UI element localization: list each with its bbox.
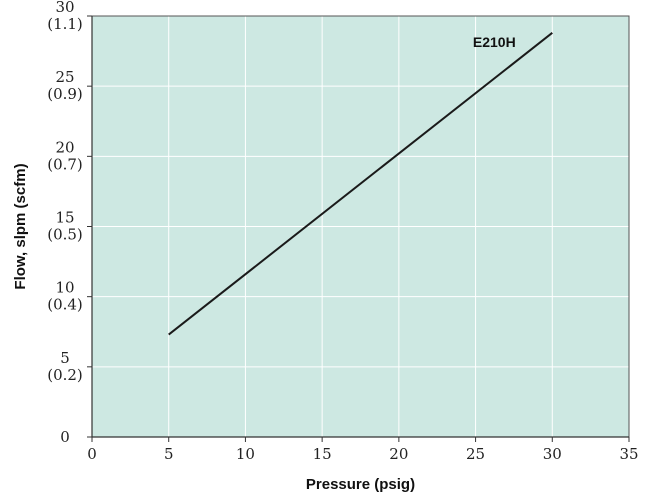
y-tick-label: 25 [55,68,74,86]
y-tick-label: 5 [60,349,70,367]
x-tick-label: 30 [543,445,562,463]
y-tick-sublabel: (0.9) [47,85,83,103]
x-tick-label: 15 [313,445,332,463]
y-tick-label: 0 [60,428,70,446]
x-tick-label: 35 [619,445,638,463]
series-line-e210h [168,32,553,336]
y-tick-sublabel: (0.5) [47,226,83,244]
y-tick-sublabel: (1.1) [47,15,83,33]
x-tick-label: 25 [466,445,485,463]
x-tick-label: 20 [389,445,408,463]
y-tick-label: 10 [55,279,74,297]
y-tick-label: 20 [55,138,74,156]
x-tick-label: 10 [236,445,255,463]
y-axis-ticks: 0 5(0.2) 10(0.4) 15(0.5) 20(0.7) 25(0.9) 30(1.… [47,0,92,446]
y-tick-sublabel: (0.4) [47,296,83,314]
x-tick-label: 0 [87,445,97,463]
gridlines [92,16,629,437]
y-tick-label: 15 [55,209,74,227]
series-label: E210H [473,34,516,50]
x-tick-label: 5 [164,445,174,463]
y-axis-label: Flow, slpm (scfm) [12,163,29,289]
y-tick-sublabel: (0.2) [47,366,83,384]
series-group: E210H [168,32,553,336]
y-tick-sublabel: (0.7) [47,155,83,173]
x-axis-ticks: 0 5 10 15 20 25 30 35 [87,437,639,463]
x-axis-label: Pressure (psig) [306,476,415,493]
y-tick-label: 30 [55,0,74,16]
